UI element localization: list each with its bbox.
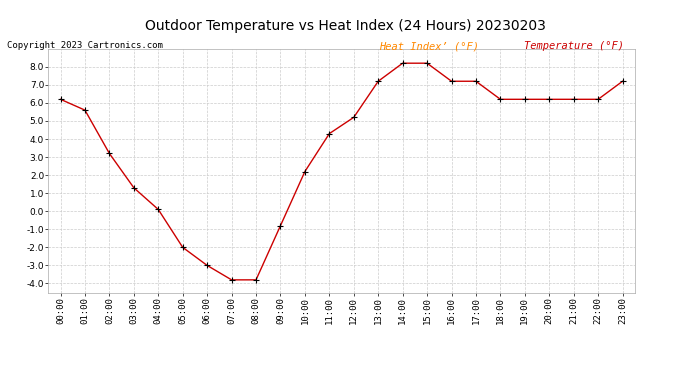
Text: Heat Index’ (°F): Heat Index’ (°F)	[380, 41, 480, 51]
Text: Copyright 2023 Cartronics.com: Copyright 2023 Cartronics.com	[7, 41, 163, 50]
Text: Temperature (°F): Temperature (°F)	[524, 41, 624, 51]
Text: Outdoor Temperature vs Heat Index (24 Hours) 20230203: Outdoor Temperature vs Heat Index (24 Ho…	[145, 19, 545, 33]
